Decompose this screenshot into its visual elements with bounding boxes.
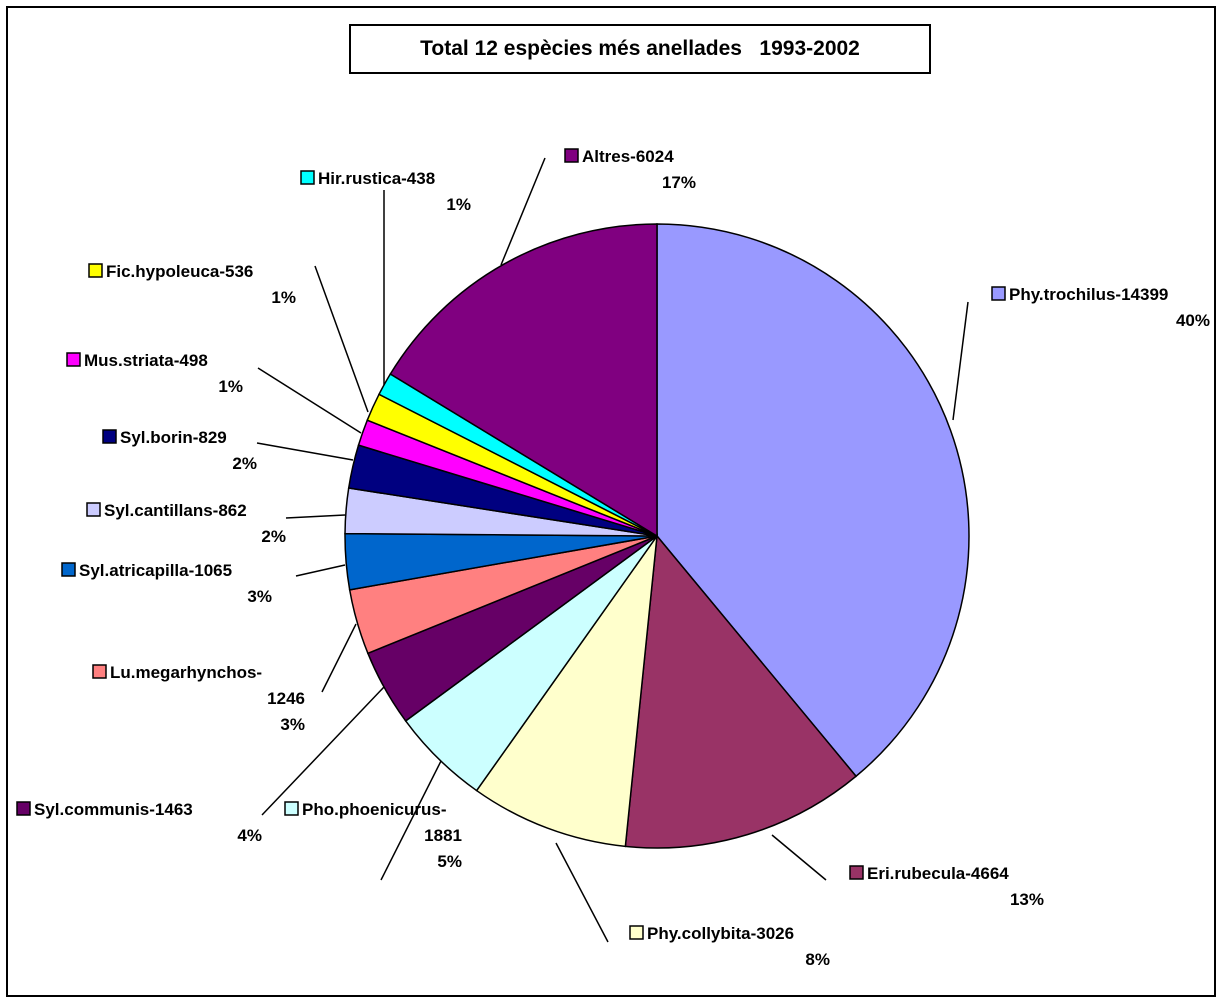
legend-swatch-4 xyxy=(284,801,299,816)
legend-swatch-6 xyxy=(92,664,107,679)
slice-percent: 3% xyxy=(280,715,305,734)
leader-line-5 xyxy=(261,686,385,816)
legend-swatch-12 xyxy=(300,170,315,185)
slice-label-text: Hir.rustica-438 xyxy=(318,169,435,188)
leader-line-9 xyxy=(256,442,354,461)
slice-label-text: Altres-6024 xyxy=(582,147,674,166)
slice-label-text: Phy.trochilus-14399 xyxy=(1009,285,1168,304)
slice-percent: 5% xyxy=(437,852,462,871)
legend-swatch-8 xyxy=(86,502,101,517)
slice-label-text: Lu.megarhynchos- xyxy=(110,663,262,682)
slice-label-4: Pho.phoenicurus- 1881 5% xyxy=(284,760,462,881)
slice-label-text: 1246 xyxy=(267,689,305,708)
slice-label-text: Eri.rubecula-4664 xyxy=(867,864,1009,883)
slice-percent: 1% xyxy=(446,195,471,214)
pie-slice-3 xyxy=(475,533,659,848)
slice-label-9: Syl.borin-829 2% xyxy=(102,428,354,473)
leader-line-3 xyxy=(555,842,609,943)
legend-swatch-7 xyxy=(61,562,76,577)
slice-label-text: 1881 xyxy=(424,826,462,845)
legend-swatch-11 xyxy=(88,263,103,278)
slice-label-10: Mus.striata-498 1% xyxy=(66,351,362,434)
slice-label-text: Syl.atricapilla-1065 xyxy=(79,561,232,580)
slice-label-text: Syl.borin-829 xyxy=(120,428,227,447)
slice-label-text: Phy.collybita-3026 xyxy=(647,924,794,943)
slice-percent: 4% xyxy=(237,826,262,845)
legend-swatch-9 xyxy=(102,429,117,444)
leader-line-2 xyxy=(771,834,827,881)
slice-label-3: Phy.collybita-3026 8% xyxy=(555,842,830,969)
slice-percent: 1% xyxy=(271,288,296,307)
slice-label-12: Hir.rustica-438 1% xyxy=(300,169,471,385)
leader-line-7 xyxy=(295,564,346,577)
slice-label-text: Syl.cantillans-862 xyxy=(104,501,247,520)
slice-percent: 13% xyxy=(1010,890,1044,909)
slice-label-6: Lu.megarhynchos- 1246 3% xyxy=(92,623,357,734)
pie-slice-2 xyxy=(624,534,858,849)
legend-swatch-1 xyxy=(991,286,1006,301)
slice-label-text: Syl.communis-1463 xyxy=(34,800,193,819)
leader-line-13 xyxy=(500,157,546,266)
slice-label-8: Syl.cantillans-862 2% xyxy=(86,501,346,546)
slice-label-1: Phy.trochilus-14399 40% xyxy=(952,285,1210,421)
chart-title: Total 12 espècies més anellades 1993-200… xyxy=(349,24,931,74)
slice-label-5: Syl.communis-1463 4% xyxy=(16,686,385,845)
pie-slice-13 xyxy=(389,223,658,538)
slice-label-11: Fic.hypoleuca-536 1% xyxy=(88,262,369,413)
leader-line-11 xyxy=(314,265,369,413)
slice-percent: 3% xyxy=(247,587,272,606)
pie-slice-1 xyxy=(656,223,970,778)
slice-label-text: Mus.striata-498 xyxy=(84,351,208,370)
leader-line-6 xyxy=(321,623,357,693)
leader-line-10 xyxy=(257,367,362,434)
slice-percent: 2% xyxy=(232,454,257,473)
slice-label-text: Pho.phoenicurus- xyxy=(302,800,447,819)
slice-percent: 40% xyxy=(1176,311,1210,330)
slice-percent: 17% xyxy=(662,173,696,192)
leader-line-8 xyxy=(285,514,346,519)
slice-percent: 8% xyxy=(805,950,830,969)
legend-swatch-10 xyxy=(66,352,81,367)
slice-label-13: Altres-6024 17% xyxy=(500,147,696,266)
leader-line-1 xyxy=(952,301,969,421)
slice-label-7: Syl.atricapilla-1065 3% xyxy=(61,561,346,606)
legend-swatch-2 xyxy=(849,865,864,880)
slice-percent: 1% xyxy=(218,377,243,396)
slice-label-text: Fic.hypoleuca-536 xyxy=(106,262,253,281)
leader-line-4 xyxy=(380,760,442,881)
legend-swatch-3 xyxy=(629,925,644,940)
legend-swatch-13 xyxy=(564,148,579,163)
slice-percent: 2% xyxy=(261,527,286,546)
legend-swatch-5 xyxy=(16,801,31,816)
